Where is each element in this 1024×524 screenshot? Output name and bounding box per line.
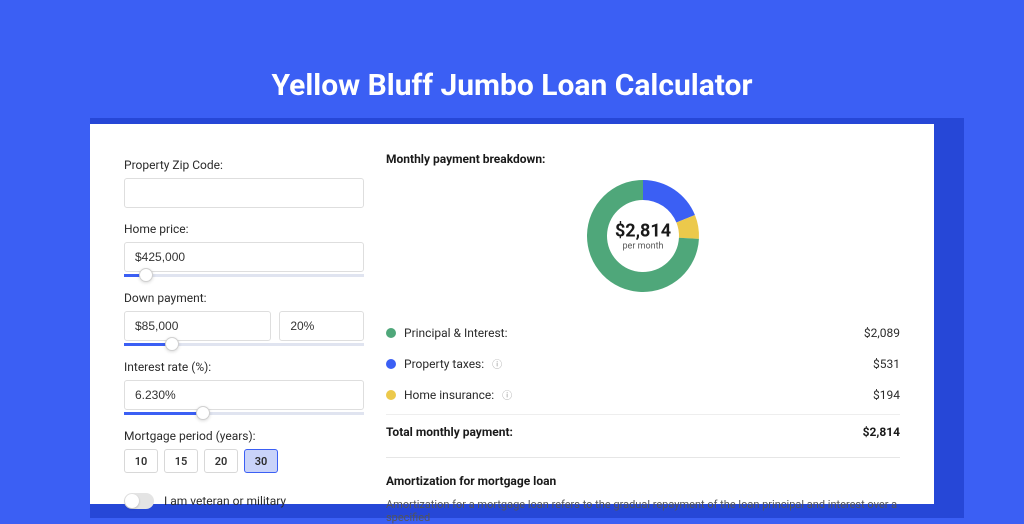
amortization-title: Amortization for mortgage loan	[386, 474, 900, 488]
info-icon[interactable]: ⓘ	[502, 387, 512, 402]
down-payment-label: Down payment:	[124, 291, 364, 305]
total-value: $2,814	[863, 425, 900, 439]
breakdown-title: Monthly payment breakdown:	[386, 152, 900, 166]
inputs-column: Property Zip Code: Home price: Down paym…	[124, 152, 364, 476]
slider-fill	[124, 412, 203, 415]
down-payment-pct-input[interactable]	[279, 311, 364, 341]
total-row: Total monthly payment: $2,814	[386, 414, 900, 439]
app-root: Yellow Bluff Jumbo Loan Calculator Prope…	[0, 0, 1024, 512]
breakdown-item: Home insurance: ⓘ $194	[386, 379, 900, 410]
period-option-30[interactable]: 30	[244, 449, 278, 473]
legend-dot	[386, 328, 396, 338]
slider-thumb[interactable]	[139, 268, 153, 282]
breakdown-list: Principal & Interest: $2,089 Property taxe…	[386, 318, 900, 410]
breakdown-item-label: Principal & Interest:	[404, 326, 508, 340]
period-option-10[interactable]: 10	[124, 449, 158, 473]
interest-label: Interest rate (%):	[124, 360, 364, 374]
interest-input[interactable]	[124, 380, 364, 410]
donut-slice	[643, 180, 695, 223]
breakdown-item: Property taxes: ⓘ $531	[386, 348, 900, 379]
breakdown-item-value: $531	[873, 357, 900, 371]
donut-chart-wrap: $2,814 per month	[386, 176, 900, 296]
calculator-card: Property Zip Code: Home price: Down paym…	[90, 124, 934, 504]
down-payment-slider[interactable]	[124, 343, 364, 346]
period-options: 10152030	[124, 449, 364, 473]
amortization-text: Amortization for a mortgage loan refers …	[386, 498, 900, 524]
breakdown-item: Principal & Interest: $2,089	[386, 318, 900, 348]
interest-slider[interactable]	[124, 412, 364, 415]
veteran-label: I am veteran or military	[164, 494, 286, 508]
veteran-row: I am veteran or military	[124, 493, 364, 509]
period-option-20[interactable]: 20	[204, 449, 238, 473]
toggle-knob	[125, 494, 139, 508]
page-title: Yellow Bluff Jumbo Loan Calculator	[0, 0, 1024, 103]
period-label: Mortgage period (years):	[124, 429, 364, 443]
donut-center: $2,814 per month	[615, 221, 671, 252]
donut-sub: per month	[615, 242, 671, 252]
slider-thumb[interactable]	[165, 337, 179, 351]
legend-dot	[386, 359, 396, 369]
breakdown-column: Monthly payment breakdown: $2,814 per mo…	[386, 152, 900, 476]
zip-label: Property Zip Code:	[124, 158, 364, 172]
down-payment-row	[124, 311, 364, 341]
breakdown-item-value: $194	[873, 388, 900, 402]
zip-input[interactable]	[124, 178, 364, 208]
home-price-label: Home price:	[124, 222, 364, 236]
veteran-toggle[interactable]	[124, 493, 154, 509]
donut-amount: $2,814	[615, 221, 671, 242]
period-option-15[interactable]: 15	[164, 449, 198, 473]
donut-chart: $2,814 per month	[583, 176, 703, 296]
breakdown-item-value: $2,089	[864, 326, 900, 340]
slider-thumb[interactable]	[196, 406, 210, 420]
home-price-input[interactable]	[124, 242, 364, 272]
home-price-slider[interactable]	[124, 274, 364, 277]
down-payment-input[interactable]	[124, 311, 271, 341]
info-icon[interactable]: ⓘ	[492, 356, 502, 371]
breakdown-item-label: Home insurance:	[404, 388, 494, 402]
amortization-section: Amortization for mortgage loan Amortizat…	[386, 457, 900, 524]
total-label: Total monthly payment:	[386, 425, 513, 439]
legend-dot	[386, 390, 396, 400]
breakdown-item-label: Property taxes:	[404, 357, 484, 371]
